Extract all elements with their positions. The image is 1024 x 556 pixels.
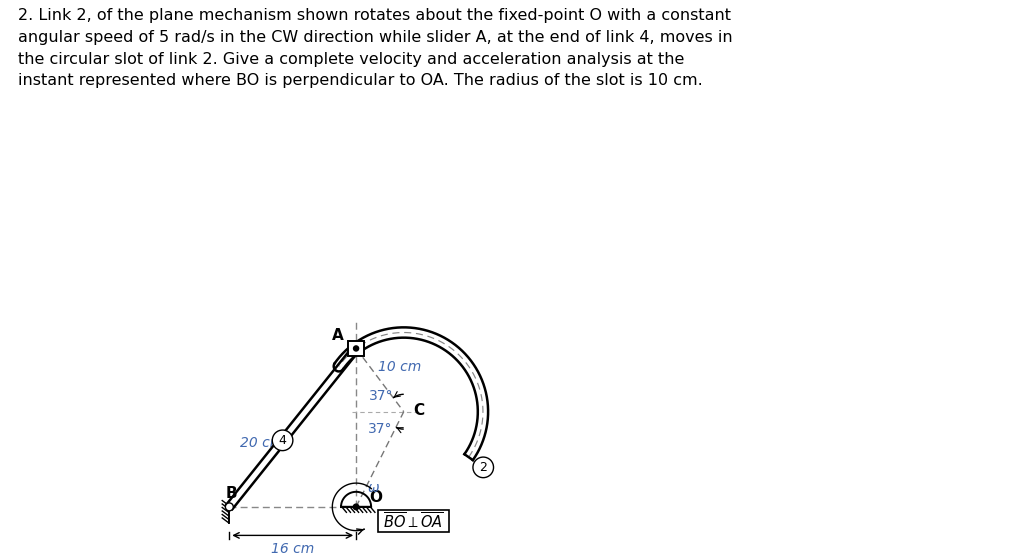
Text: B: B <box>226 485 238 500</box>
Text: 16 cm: 16 cm <box>271 542 314 556</box>
Circle shape <box>272 430 293 450</box>
Text: $\overline{BO} \perp \overline{OA}$: $\overline{BO} \perp \overline{OA}$ <box>383 511 444 531</box>
Text: 10 cm: 10 cm <box>378 360 421 374</box>
Text: 37°: 37° <box>368 422 392 436</box>
Circle shape <box>473 457 494 478</box>
Text: 20 cm: 20 cm <box>240 436 284 450</box>
Text: ω: ω <box>368 481 379 495</box>
Text: C: C <box>414 403 424 418</box>
Circle shape <box>353 504 358 510</box>
FancyBboxPatch shape <box>378 510 449 532</box>
Polygon shape <box>348 340 364 356</box>
Text: 4: 4 <box>279 434 287 447</box>
Text: 37°: 37° <box>370 389 394 403</box>
Text: A: A <box>332 328 343 343</box>
Circle shape <box>225 503 233 511</box>
Text: 2. Link 2, of the plane mechanism shown rotates about the fixed-point O with a c: 2. Link 2, of the plane mechanism shown … <box>18 8 733 88</box>
Text: 2: 2 <box>479 461 487 474</box>
Circle shape <box>353 346 358 351</box>
Text: O: O <box>370 490 383 505</box>
